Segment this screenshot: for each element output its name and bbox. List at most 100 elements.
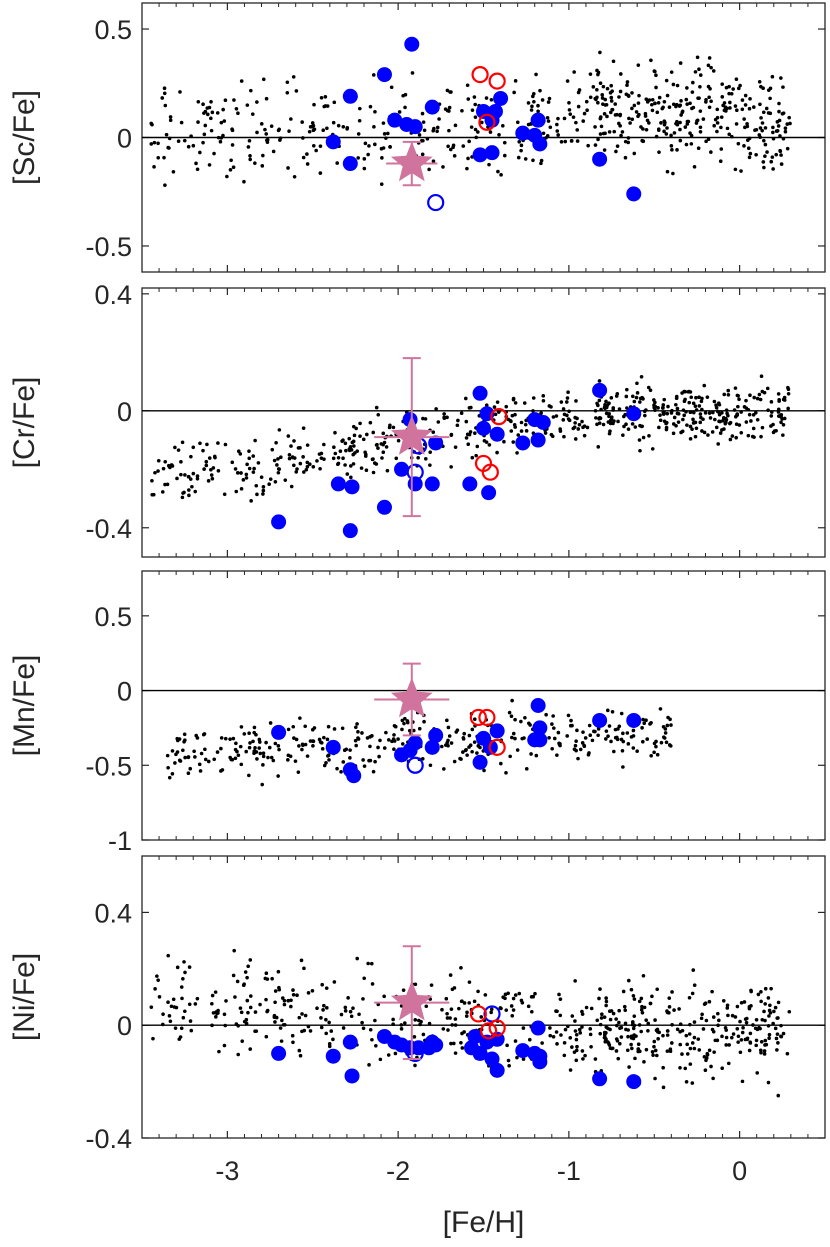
field-star-point (785, 1051, 790, 1056)
field-star-point (231, 165, 236, 169)
field-star-point (710, 989, 714, 994)
field-star-point (150, 492, 154, 497)
filled-star-point (467, 1028, 483, 1044)
field-star-point (541, 394, 546, 398)
field-star-point (746, 433, 751, 438)
field-star-point (709, 1064, 713, 1069)
field-star-point (318, 144, 323, 148)
field-star-point (391, 425, 396, 430)
field-star-point (572, 70, 576, 74)
field-star-point (728, 437, 733, 442)
field-star-point (621, 731, 625, 736)
field-star-point (264, 96, 269, 101)
field-star-point (245, 998, 250, 1003)
field-star-point (179, 120, 184, 125)
field-star-point (678, 127, 682, 132)
filled-star-point (344, 479, 360, 495)
field-star-point (623, 155, 628, 160)
field-star-point (210, 993, 215, 998)
field-star-point (565, 396, 570, 400)
field-star-point (786, 391, 791, 396)
field-star-point (621, 433, 625, 437)
field-star-point (653, 1018, 657, 1022)
field-star-point (667, 105, 672, 109)
field-star-point (401, 988, 406, 992)
field-star-point (702, 383, 707, 388)
field-star-point (705, 1052, 710, 1057)
field-star-point (744, 1020, 749, 1025)
field-star-point (473, 127, 478, 132)
field-star-point (728, 106, 732, 110)
field-star-point (738, 1019, 742, 1024)
field-star-point (264, 132, 269, 136)
field-star-point (700, 429, 704, 433)
field-star-point (345, 472, 350, 476)
field-star-point (472, 999, 477, 1004)
field-star-point (698, 412, 703, 416)
field-star-point (731, 87, 735, 91)
field-star-point (371, 457, 375, 461)
field-star-point (628, 121, 632, 125)
field-star-point (296, 770, 301, 774)
field-star-point (152, 140, 157, 145)
field-star-point (546, 100, 551, 104)
field-star-point (657, 150, 661, 154)
field-star-point (681, 408, 686, 412)
field-star-point (590, 738, 595, 743)
field-star-point (558, 997, 563, 1001)
field-star-point (580, 419, 584, 424)
field-star-point (615, 737, 620, 742)
field-star-point (306, 1024, 311, 1029)
field-star-point (354, 725, 358, 730)
field-star-point (480, 120, 484, 125)
field-star-point (618, 89, 623, 94)
field-star-point (261, 485, 266, 489)
field-star-point (768, 96, 772, 101)
field-star-point (497, 410, 501, 414)
field-star-point (524, 418, 528, 423)
field-star-point (489, 1007, 494, 1012)
field-star-point (574, 1037, 579, 1042)
field-star-point (618, 1026, 622, 1030)
field-star-point (156, 978, 160, 982)
panel-2: -0.400.4[Cr/Fe] (8, 280, 826, 558)
field-star-point (264, 740, 268, 745)
field-star-point (692, 983, 697, 987)
field-star-point (230, 143, 235, 147)
field-star-point (577, 422, 582, 427)
field-star-point (305, 754, 310, 758)
field-star-point (733, 386, 738, 390)
filled-star-point (342, 88, 358, 104)
field-star-point (273, 1020, 277, 1024)
field-star-point (524, 429, 529, 433)
field-star-point (566, 713, 571, 718)
field-star-point (264, 1034, 269, 1039)
field-star-point (431, 159, 436, 163)
filled-star-point (424, 739, 440, 755)
field-star-point (449, 1007, 454, 1011)
field-star-point (305, 460, 310, 465)
field-star-point (251, 454, 256, 458)
field-star-point (667, 996, 672, 1000)
field-star-point (455, 728, 460, 732)
field-star-point (750, 434, 755, 439)
field-star-point (360, 731, 364, 735)
field-star-point (209, 116, 213, 121)
field-star-point (168, 118, 173, 123)
field-star-point (340, 439, 344, 443)
field-star-point (405, 719, 410, 723)
panel-4: -0.400.4[Ni/Fe] (8, 855, 826, 1154)
field-star-point (270, 976, 274, 981)
field-star-point (258, 751, 263, 756)
field-star-point (716, 1011, 720, 1016)
field-star-point (671, 102, 676, 107)
field-star-point (261, 492, 265, 496)
field-star-point (566, 390, 570, 395)
field-star-point (680, 1052, 684, 1056)
field-star-point (449, 741, 454, 745)
field-star-point (646, 1021, 651, 1026)
field-star-point (325, 104, 330, 108)
field-star-point (741, 1025, 745, 1030)
field-star-point (314, 148, 318, 153)
field-star-point (685, 102, 689, 106)
